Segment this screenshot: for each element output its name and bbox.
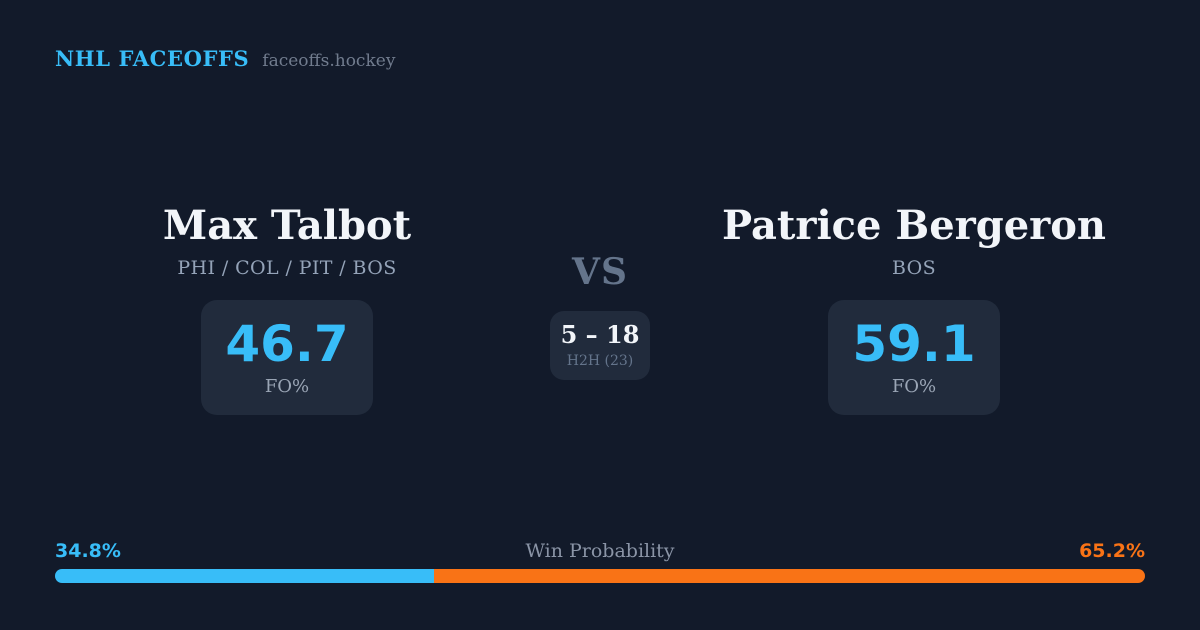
winprob-bar: [55, 569, 1145, 583]
winprob-right-fill: [434, 569, 1145, 583]
player-right-fo-value: 59.1: [852, 314, 976, 373]
winprob-title: Win Probability: [525, 540, 675, 562]
player-right-fo-label: FO%: [891, 375, 937, 397]
vs-label: VS: [572, 251, 628, 293]
player-left-teams: PHI / COL / PIT / BOS: [177, 257, 397, 279]
player-right-name: Patrice Bergeron: [722, 202, 1106, 249]
matchup-center-column: VS 5 – 18 H2H (23): [500, 254, 700, 380]
player-left-fo-value: 46.7: [225, 314, 349, 373]
h2h-score: 5 – 18: [560, 320, 640, 349]
winprob-right-label: 65.2%: [1079, 540, 1145, 562]
h2h-sample-label: H2H (23): [566, 353, 634, 369]
winprob-left-label: 34.8%: [55, 540, 121, 562]
player-left-column: Max Talbot PHI / COL / PIT / BOS 46.7 FO…: [87, 206, 487, 415]
h2h-box: 5 – 18 H2H (23): [550, 311, 650, 380]
winprob-left-fill: [55, 569, 435, 583]
header: NHL FACEOFFS faceoffs.hockey: [55, 46, 395, 71]
brand-logo: NHL FACEOFFS: [55, 46, 250, 71]
player-left-stat-card: 46.7 FO%: [201, 299, 373, 415]
player-left-fo-label: FO%: [264, 375, 310, 397]
player-left-name: Max Talbot: [162, 202, 412, 249]
player-right-stat-card: 59.1 FO%: [828, 299, 1000, 415]
player-right-teams: BOS: [891, 257, 937, 279]
site-domain: faceoffs.hockey: [262, 51, 396, 71]
player-right-column: Patrice Bergeron BOS 59.1 FO%: [714, 206, 1114, 415]
winprob-labels-row: Win Probability 34.8% 65.2%: [55, 540, 1145, 562]
